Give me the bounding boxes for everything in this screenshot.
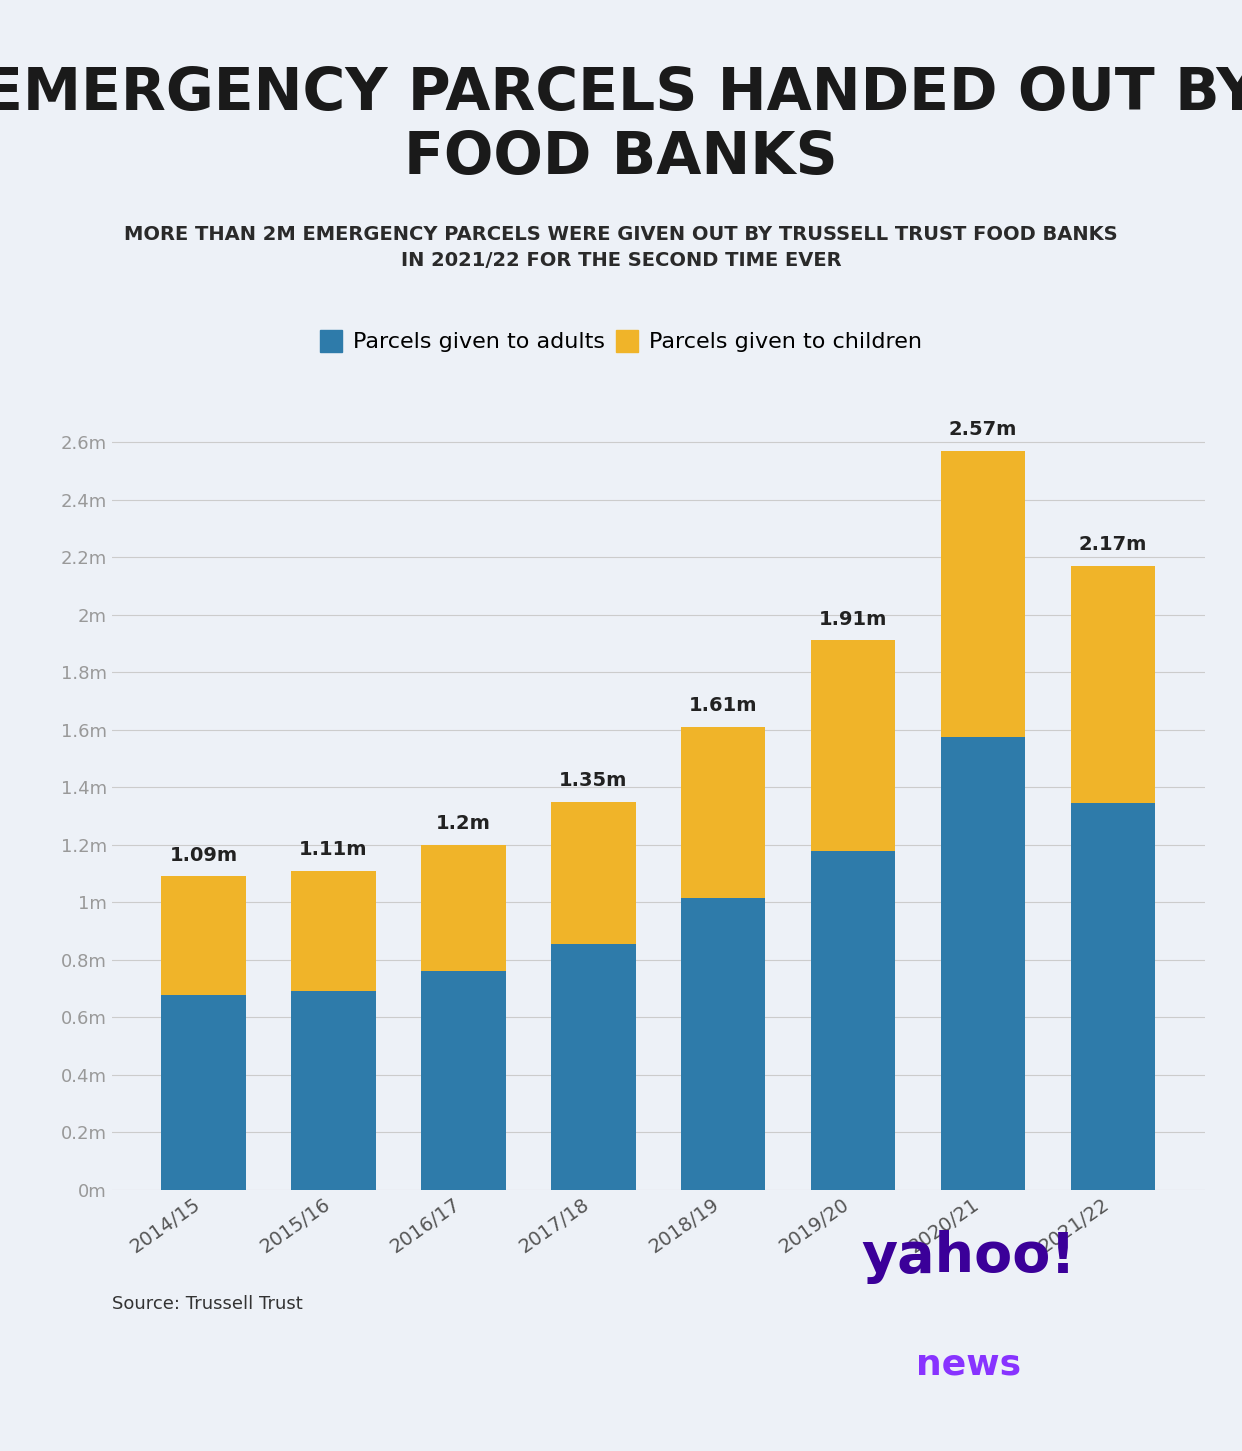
Text: 2.57m: 2.57m [949, 421, 1017, 440]
Bar [940, 451, 1025, 737]
Bar [681, 898, 765, 1190]
Text: 1.91m: 1.91m [818, 609, 887, 628]
Bar [551, 945, 636, 1190]
Legend: Parcels given to adults, Parcels given to children: Parcels given to adults, Parcels given t… [310, 321, 932, 361]
Text: MORE THAN 2M EMERGENCY PARCELS WERE GIVEN OUT BY TRUSSELL TRUST FOOD BANKS
IN 20: MORE THAN 2M EMERGENCY PARCELS WERE GIVE… [124, 225, 1118, 270]
Bar [811, 640, 895, 852]
Bar [292, 991, 376, 1190]
Bar [421, 844, 505, 971]
Bar [681, 727, 765, 898]
Text: 1.35m: 1.35m [559, 770, 627, 789]
Text: EMERGENCY PARCELS HANDED OUT BY
FOOD BANKS: EMERGENCY PARCELS HANDED OUT BY FOOD BAN… [0, 65, 1242, 186]
Text: news: news [917, 1348, 1021, 1381]
Bar [292, 871, 376, 991]
Bar [161, 995, 246, 1190]
Text: 1.09m: 1.09m [170, 846, 237, 865]
Bar [161, 876, 246, 995]
Text: 1.11m: 1.11m [299, 840, 368, 859]
Bar [940, 737, 1025, 1190]
Bar [1071, 802, 1155, 1190]
Text: yahoo!: yahoo! [862, 1230, 1076, 1284]
Bar [551, 801, 636, 945]
Text: 2.17m: 2.17m [1078, 535, 1148, 554]
Text: 1.2m: 1.2m [436, 814, 491, 833]
Text: Source: Trussell Trust: Source: Trussell Trust [112, 1296, 303, 1313]
Bar [1071, 566, 1155, 802]
Text: 1.61m: 1.61m [689, 696, 758, 715]
Bar [421, 971, 505, 1190]
Bar [811, 852, 895, 1190]
